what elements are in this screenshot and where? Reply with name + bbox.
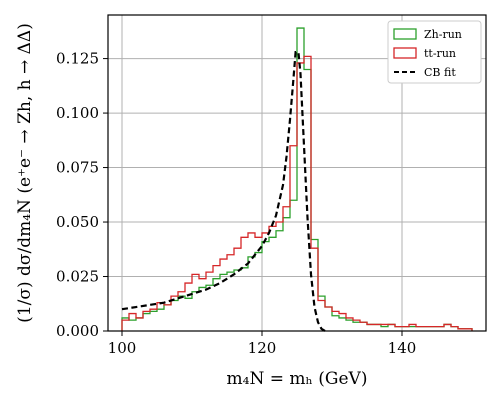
x-tick-label: 100 [108,339,137,357]
y-tick-label: 0.025 [56,268,99,286]
y-tick-label: 0.100 [56,104,99,122]
legend-label-tt-run: tt-run [424,47,456,60]
legend: Zh-run tt-run CB fit [387,20,482,84]
x-tick-label: 120 [248,339,277,357]
plot-frame [107,14,487,332]
series-layer [121,27,473,332]
x-tick-label: 140 [388,339,417,357]
x-axis-label: m₄N = mₕ (GeV) [227,369,368,389]
tt-run-histogram [121,55,473,331]
legend-swatch-zh-run [393,28,417,40]
axis-ticks: 100 120 140 0.000 0.025 0.050 0.075 0.100 0.125 [56,50,416,357]
legend-label-cb-fit: CB fit [424,66,456,79]
y-axis-label: (1/σ) dσ/dm₄N (e⁺e⁻ → Zh, h → ΔΔ) [15,23,35,323]
y-tick-label: 0.075 [56,159,99,177]
y-tick-label: 0.000 [56,322,99,340]
y-tick-label: 0.125 [56,50,99,68]
cb-fit-curve [121,50,326,332]
legend-label-zh-run: Zh-run [424,28,462,41]
legend-box [387,20,482,84]
y-tick-label: 0.050 [56,213,99,231]
legend-swatch-tt-run [393,47,417,59]
